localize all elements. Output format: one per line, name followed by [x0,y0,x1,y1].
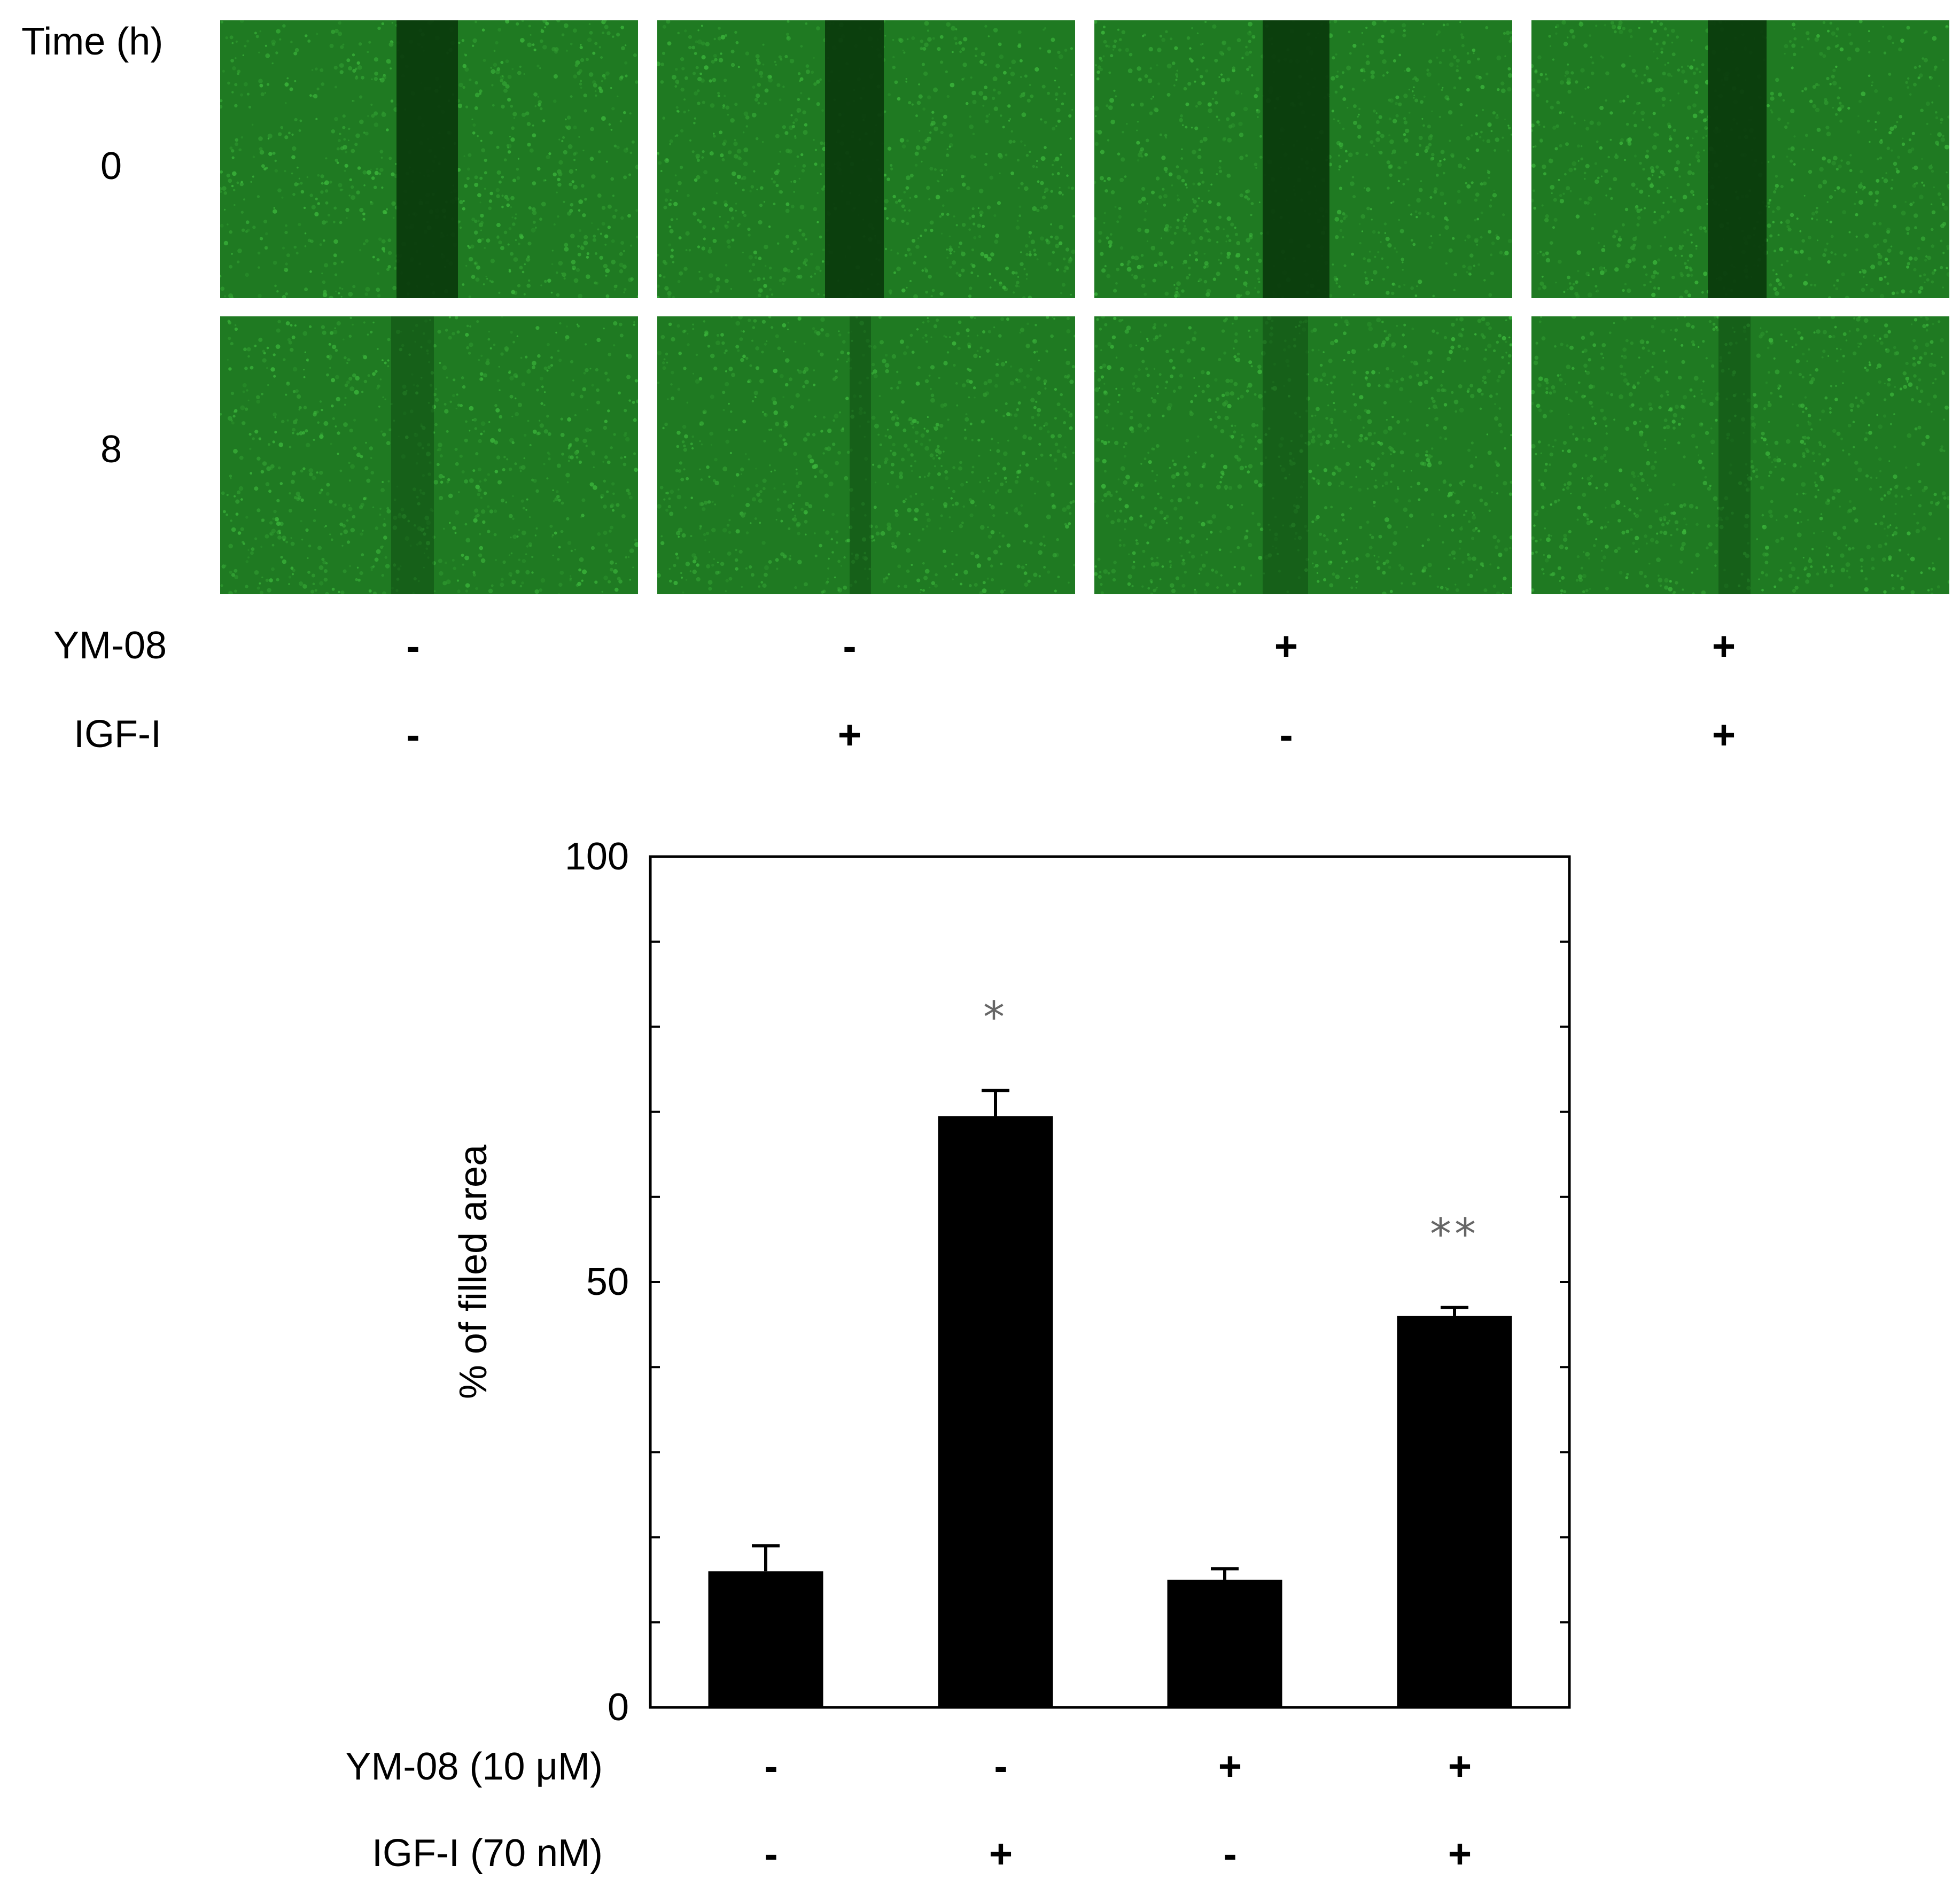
ym08-sign-3: + [1274,624,1298,669]
y-axis-label: % of filled area [452,1144,495,1399]
igf-sign-3: - [1279,712,1293,758]
time-row-label-8: 8 [100,428,122,471]
ym08-row-label: YM-08 [53,624,167,667]
chart-igf-label: IGF-I (70 nM) [371,1832,603,1875]
significance-4: ** [1430,1209,1479,1259]
ym08-sign-2: - [843,624,857,669]
micrograph-t0-col1 [220,20,638,298]
igf-sign-2: + [837,712,862,758]
micrograph-t8-col4 [1531,316,1949,594]
time-header: Time (h) [21,20,164,63]
igf-row-label: IGF-I [74,713,161,756]
bar-4 [1397,1316,1512,1707]
y-tick-label: 0 [608,1686,629,1729]
chart-ym08-sign-1: - [764,1744,778,1789]
igf-sign-1: - [406,712,420,758]
chart-igf-sign-2: + [989,1831,1013,1877]
micrograph-t0-col3 [1094,20,1512,298]
bar-1 [708,1571,823,1707]
bar-3 [1167,1580,1282,1707]
micrograph-t0-col2 [657,20,1075,298]
chart-ym08-sign-2: - [994,1744,1008,1789]
chart-igf-sign-1: - [764,1831,778,1877]
chart-ym08-sign-3: + [1218,1744,1242,1789]
time-row-label-0: 0 [100,145,122,188]
micrograph-t0-col4 [1531,20,1949,298]
ym08-sign-4: + [1712,624,1736,669]
chart-igf-sign-4: + [1448,1831,1472,1877]
ym08-sign-1: - [406,624,420,669]
micrograph-t8-col3 [1094,316,1512,594]
y-tick-label: 100 [565,835,629,878]
bar-2 [938,1116,1053,1707]
y-tick-label: 50 [586,1261,629,1303]
chart-ym08-sign-4: + [1448,1744,1472,1789]
igf-sign-4: + [1712,712,1736,758]
chart-ym08-label: YM-08 (10 μM) [345,1745,603,1788]
micrograph-t8-col1 [220,316,638,594]
significance-2: * [983,992,1008,1042]
micrograph-t8-col2 [657,316,1075,594]
chart-igf-sign-3: - [1223,1831,1237,1877]
